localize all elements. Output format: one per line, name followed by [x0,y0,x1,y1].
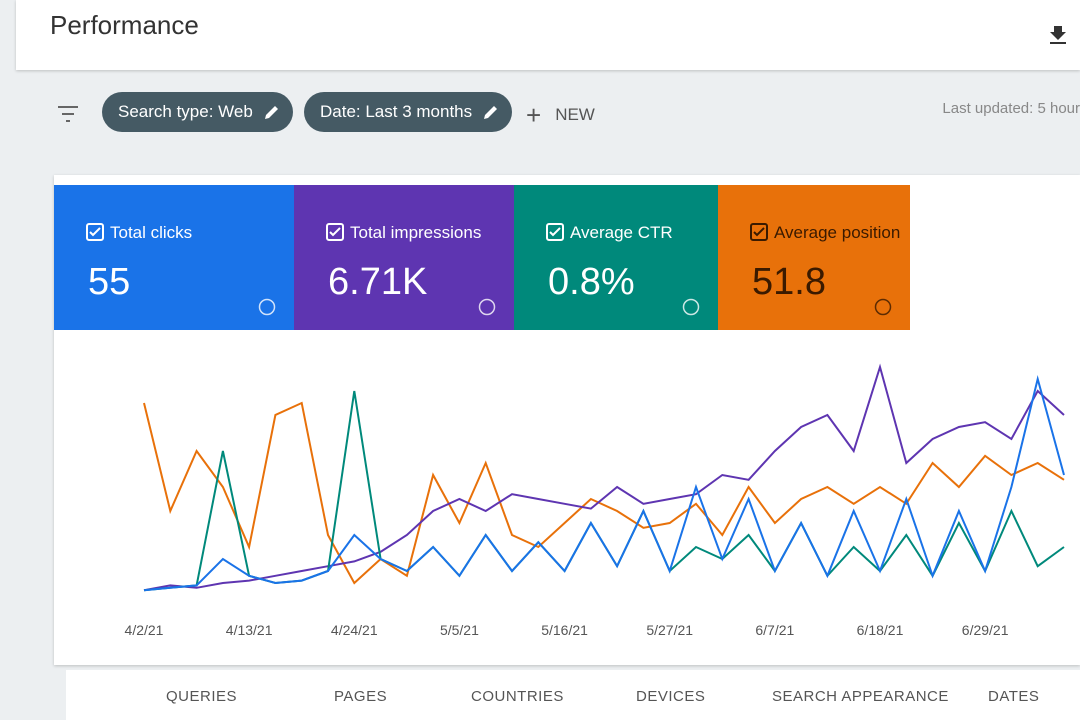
checkbox [750,223,768,241]
tab-bar: QUERIES PAGES COUNTRIES DEVICES SEARCH APPEA… [66,670,1080,720]
help-icon [874,298,892,316]
filter-chip[interactable]: Search type: Web [102,92,293,132]
series-line [143,375,1065,592]
last-updated: Last updated: 5 hour [942,100,1080,117]
edit-icon [484,106,498,119]
new-filter-button[interactable]: + NEW [526,100,595,130]
checkbox-box [750,223,768,241]
x-tick-label: 4/13/21 [226,622,273,638]
x-tick-label: 5/5/21 [440,622,479,638]
checkbox [546,223,564,241]
metric-label-text: Total clicks [110,223,193,242]
metric-label: Total clicks [86,223,192,243]
x-tick-label: 4/2/21 [125,622,164,638]
metric-card[interactable]: Total clicks 55 [54,185,294,330]
metric-value: 0.8% [548,261,635,303]
chip-label: Search type: Web [118,102,253,121]
header: Performance [16,0,1080,70]
x-tick-label: 6/29/21 [962,622,1009,638]
x-tick-label: 6/18/21 [857,622,904,638]
checkbox-box [86,223,104,241]
metric-value: 6.71K [328,261,428,303]
checkbox-tick [753,227,765,237]
metric-card[interactable]: Average CTR 0.8% [514,185,718,330]
metric-label: Average position [750,223,900,243]
series-line [143,390,1065,592]
help-circle [258,298,276,316]
help-icon [258,298,276,316]
x-tick-label: 4/24/21 [331,622,378,638]
tab[interactable]: DEVICES [636,688,706,705]
checkbox-box [546,223,564,241]
help-circle [874,298,892,316]
tab[interactable]: SEARCH APPEARANCE [772,688,949,705]
checkbox-tick [329,227,341,237]
help-circle [478,298,496,316]
page-title: Performance [50,10,199,40]
help-icon [478,298,496,316]
metric-card[interactable]: Average position 51.8 [718,185,910,330]
metric-label-text: Average CTR [570,223,673,242]
x-tick-label: 5/27/21 [646,622,693,638]
checkbox-tick [549,227,561,237]
metric-value: 51.8 [752,261,826,303]
filter-chip[interactable]: Date: Last 3 months [304,92,513,132]
filter-bar: Search type: Web Date: Last 3 months + NE… [16,80,1080,150]
help-icon [682,298,700,316]
chip-label: Date: Last 3 months [320,102,473,121]
x-tick-label: 6/7/21 [755,622,794,638]
metric-label-text: Average position [774,223,901,242]
tab[interactable]: COUNTRIES [471,688,564,705]
checkbox-box [326,223,344,241]
new-label: NEW [555,105,595,124]
tab[interactable]: DATES [988,688,1040,705]
performance-panel: Total clicks 55 Total impressions 6.71K Aver… [54,175,1080,665]
metric-label: Total impressions [326,223,481,243]
x-tick-label: 5/16/21 [541,622,588,638]
metric-card[interactable]: Total impressions 6.71K [294,185,514,330]
tab[interactable]: PAGES [334,688,388,705]
metric-label-text: Total impressions [350,223,482,242]
help-circle [682,298,700,316]
filter-icon[interactable] [56,104,80,124]
checkbox [326,223,344,241]
series-line [143,363,1065,592]
checkbox [86,223,104,241]
metric-label: Average CTR [546,223,673,243]
metric-value: 55 [88,261,131,303]
tab[interactable]: QUERIES [166,688,238,705]
checkbox-tick [89,227,101,237]
series-line [143,401,1065,585]
download-button[interactable] [1048,22,1068,46]
chart: 4/2/21 4/13/21 4/24/21 5/5/21 5/16/21 5/27/21… [125,363,1065,638]
edit-icon [264,106,278,119]
